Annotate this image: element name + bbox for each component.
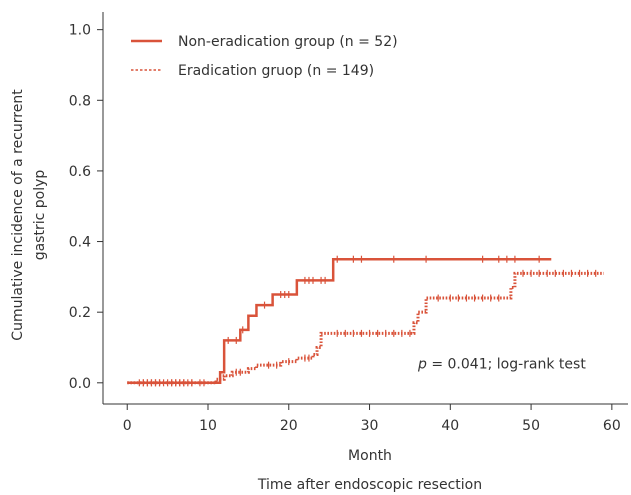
y-tick-label: 0.8: [69, 93, 91, 109]
p-symbol: p: [417, 357, 427, 373]
series-line: [127, 257, 552, 385]
y-axis-label-line-2: gastric polyp: [32, 170, 48, 261]
y-axis-label-line-1: Cumulative incidence of a recurrent: [10, 89, 26, 341]
series-eradication: [127, 269, 604, 387]
x-axis-label-secondary: Time after endoscopic resection: [257, 477, 482, 493]
x-axis-label: Month: [348, 448, 392, 464]
x-tick-label: 0: [123, 418, 132, 434]
axes: [102, 12, 628, 405]
series-line: [127, 271, 604, 385]
y-tick-label: 0.4: [69, 235, 91, 251]
y-tick-label: 0.0: [69, 376, 91, 392]
x-tick-label: 20: [280, 418, 298, 434]
y-tick-label: 0.6: [69, 164, 91, 180]
p-value-text: = 0.041; log-rank test: [427, 357, 586, 373]
axis-ticks: 0 10 20 30 40 50 60 0.0 0.2 0.4 0.6 0.8 1.0: [69, 23, 621, 434]
plot-area: [127, 255, 604, 387]
y-tick-label: 0.2: [69, 305, 91, 321]
legend-label: Non-eradication group (n = 52): [178, 34, 398, 50]
x-tick-label: 10: [199, 418, 217, 434]
x-tick-label: 50: [522, 418, 540, 434]
x-tick-label: 30: [361, 418, 379, 434]
p-value-annotation: p = 0.041; log-rank test: [417, 357, 586, 373]
x-tick-label: 40: [441, 418, 459, 434]
y-tick-label: 1.0: [69, 23, 91, 39]
legend: Non-eradication group (n = 52) Eradicatio…: [131, 34, 398, 79]
x-tick-label: 60: [603, 418, 621, 434]
legend-label: Eradication gruop (n = 149): [178, 63, 374, 79]
